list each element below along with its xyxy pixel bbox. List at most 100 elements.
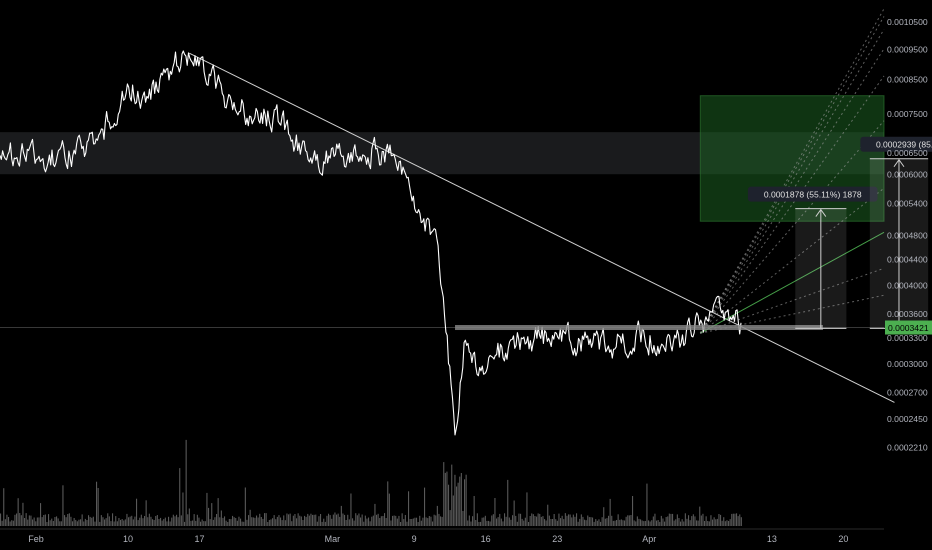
volume-bar xyxy=(566,515,568,526)
volume-bar xyxy=(176,514,178,526)
volume-bar xyxy=(54,517,56,526)
volume-bar xyxy=(396,518,398,526)
volume-bar xyxy=(595,519,597,526)
volume-bar xyxy=(102,517,104,526)
volume-bar xyxy=(654,513,656,526)
volume-bar xyxy=(256,515,258,526)
volume-bar xyxy=(395,515,397,526)
volume-bar xyxy=(252,517,254,526)
volume-bar xyxy=(729,519,731,526)
volume-bar xyxy=(315,514,317,526)
volume-bar xyxy=(400,522,402,526)
volume-bar xyxy=(48,514,50,526)
volume-bar xyxy=(177,517,179,526)
volume-bar xyxy=(185,439,187,526)
volume-bar xyxy=(352,518,354,526)
volume-bar xyxy=(228,519,230,526)
volume-bar xyxy=(676,514,678,526)
volume-bar xyxy=(416,517,418,526)
volume-bar xyxy=(420,520,422,526)
volume-bar xyxy=(195,520,197,526)
volume-bar xyxy=(675,519,677,526)
volume-bar xyxy=(131,515,133,526)
volume-bar xyxy=(688,515,690,526)
volume-bar xyxy=(25,513,27,526)
volume-bar xyxy=(697,520,699,526)
volume-bar xyxy=(123,520,125,526)
volume-bar xyxy=(459,476,461,526)
volume-bar xyxy=(561,515,563,526)
volume-bar xyxy=(640,519,642,526)
volume-bar xyxy=(704,521,706,526)
volume-bar xyxy=(358,513,360,526)
fan-line xyxy=(699,48,885,334)
volume-bar xyxy=(283,515,285,526)
volume-bar xyxy=(715,519,717,526)
zones-layer xyxy=(0,95,885,329)
volume-bar xyxy=(731,513,733,526)
volume-bar xyxy=(350,493,352,526)
volume-bar xyxy=(260,517,262,526)
volume-bar xyxy=(254,517,256,526)
volume-bar xyxy=(209,519,211,526)
volume-bar xyxy=(680,521,682,526)
volume-bar xyxy=(129,516,131,526)
volume-bar xyxy=(488,520,490,526)
volume-bar xyxy=(280,517,282,526)
volume-bar xyxy=(720,514,722,526)
volume-bar xyxy=(596,520,598,526)
volume-bar xyxy=(518,513,520,526)
volume-bar xyxy=(20,515,22,526)
volume-bar xyxy=(150,516,152,526)
volume-bar xyxy=(59,521,61,526)
volume-bar xyxy=(548,515,550,526)
volume-bar xyxy=(707,521,709,526)
volume-bar xyxy=(659,521,661,526)
volume-bar xyxy=(611,515,613,526)
volume-bar xyxy=(593,521,595,526)
volume-bar xyxy=(660,515,662,526)
volume-bar xyxy=(144,516,146,526)
volume-bar xyxy=(601,517,603,526)
volume-bar xyxy=(204,521,206,526)
volume-bar xyxy=(211,503,213,526)
volume-bar xyxy=(417,522,419,526)
volume-bar xyxy=(291,521,293,526)
volume-bar xyxy=(104,519,106,526)
volume-bar xyxy=(222,517,224,526)
volume-bar xyxy=(284,520,286,526)
volume-bar xyxy=(428,516,430,526)
volume-bar xyxy=(328,513,330,526)
volume-bar xyxy=(305,516,307,526)
volume-bar xyxy=(276,516,278,526)
volume-bar xyxy=(536,516,538,526)
volume-bar xyxy=(206,492,208,526)
volume-bar xyxy=(364,515,366,526)
volume-bar xyxy=(683,521,685,526)
volume-bar xyxy=(587,515,589,526)
volume-bar xyxy=(100,515,102,526)
volume-bar xyxy=(294,514,296,526)
y-tick-label: 0.0003000 xyxy=(887,359,928,369)
volume-bar xyxy=(217,498,219,526)
volume-bar xyxy=(448,484,450,526)
volume-bar xyxy=(32,519,34,526)
volume-bar xyxy=(588,517,590,526)
volume-bar xyxy=(740,517,742,526)
volume-bar xyxy=(384,513,386,526)
volume-bar xyxy=(51,518,53,526)
volume-bar xyxy=(110,521,112,526)
volume-bar xyxy=(236,520,238,526)
volume-bar xyxy=(118,518,120,526)
volume-bar xyxy=(297,513,299,526)
volume-bar xyxy=(388,493,390,526)
volume-bar xyxy=(147,517,149,526)
volume-bar xyxy=(616,520,618,526)
volume-bar xyxy=(526,492,528,526)
volume-bar xyxy=(624,520,626,526)
volume-bar xyxy=(646,483,648,526)
volume-bar xyxy=(201,519,203,526)
volume-bar xyxy=(672,513,674,526)
